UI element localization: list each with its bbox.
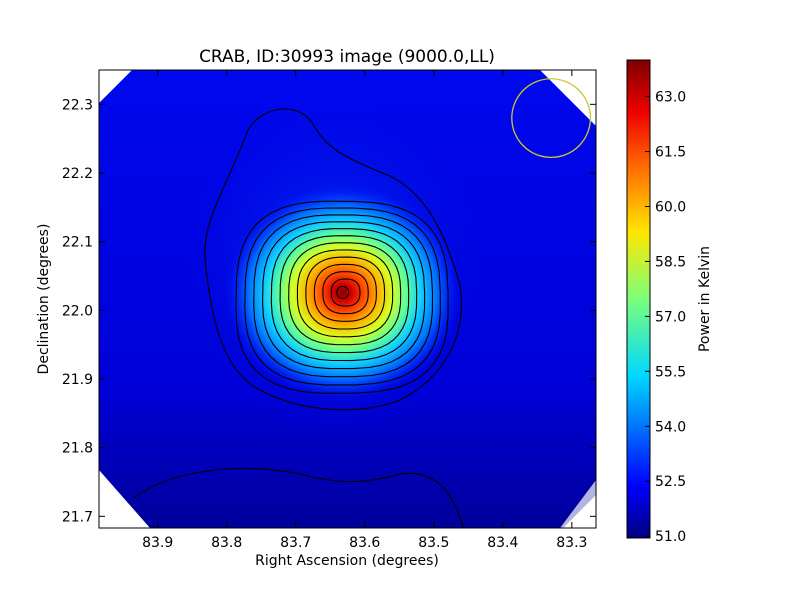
x-axis-label: Right Ascension (degrees)	[255, 553, 439, 569]
plot-frame	[98, 69, 597, 529]
colorbar-tick-label: 57.0	[655, 309, 686, 325]
y-axis-label: Declination (degrees)	[36, 224, 52, 375]
y-tick-label: 22.3	[62, 97, 93, 113]
y-axis-ticks: 21.7 21.8 21.9 22.0 22.1 22.2 22.3	[62, 97, 596, 525]
contour-lines	[133, 108, 464, 527]
corner-bottom-left	[99, 470, 150, 528]
colorbar-tick-label: 52.5	[655, 474, 686, 490]
contour-level	[235, 200, 449, 394]
y-tick-label: 22.2	[62, 166, 93, 182]
x-tick-label: 83.7	[280, 535, 311, 551]
colorbar	[626, 59, 651, 539]
colorbar-tick-label: 55.5	[655, 364, 686, 380]
contour-level	[288, 242, 402, 346]
contour-level	[270, 228, 418, 362]
colorbar-label: Power in Kelvin	[697, 246, 713, 352]
colorbar-tick-label: 58.5	[655, 254, 686, 270]
colorbar-tick-label: 54.0	[655, 419, 686, 435]
x-tick-label: 83.5	[418, 535, 449, 551]
source-emission	[224, 184, 461, 401]
chart-title: CRAB, ID:30993 image (9000.0,LL)	[199, 47, 495, 67]
contour-level	[262, 221, 426, 370]
corner-bottom-right	[560, 480, 596, 528]
y-tick-label: 21.8	[62, 441, 93, 457]
contour-bottom	[133, 468, 464, 527]
x-tick-label: 83.3	[556, 535, 587, 551]
contour-level	[279, 235, 410, 354]
contour-level	[305, 256, 386, 330]
corner-top-left	[99, 70, 132, 103]
y-tick-label: 21.9	[62, 372, 93, 388]
contour-level	[330, 278, 361, 307]
colorbar-ticks: 51.0 52.5 54.0 55.5 57.0 58.5 60.0 61.5 63.0	[645, 90, 686, 545]
y-tick-label: 22.0	[62, 303, 93, 319]
x-tick-label: 83.8	[211, 535, 242, 551]
corner-top-right	[540, 70, 596, 126]
contour-level	[296, 249, 394, 338]
x-axis-ticks: 83.9 83.8 83.7 83.6 83.5 83.4 83.3	[142, 70, 587, 551]
contour-level	[244, 207, 441, 386]
y-tick-label: 22.1	[62, 235, 93, 251]
colorbar-tick-label: 60.0	[655, 200, 686, 216]
x-tick-label: 83.9	[142, 535, 173, 551]
contour-outer	[204, 108, 462, 411]
contour-level	[253, 214, 434, 378]
contour-level	[322, 271, 369, 315]
y-tick-label: 21.7	[62, 509, 93, 525]
colorbar-tick-label: 61.5	[655, 145, 686, 161]
colorbar-tick-label: 51.0	[655, 529, 686, 545]
x-tick-label: 83.4	[487, 535, 518, 551]
beam-circle	[511, 78, 592, 159]
colorbar-tick-label: 63.0	[655, 90, 686, 106]
contour-level	[313, 263, 377, 322]
contour-peak	[336, 285, 350, 300]
x-tick-label: 83.6	[349, 535, 380, 551]
heatmap-image	[99, 70, 596, 528]
